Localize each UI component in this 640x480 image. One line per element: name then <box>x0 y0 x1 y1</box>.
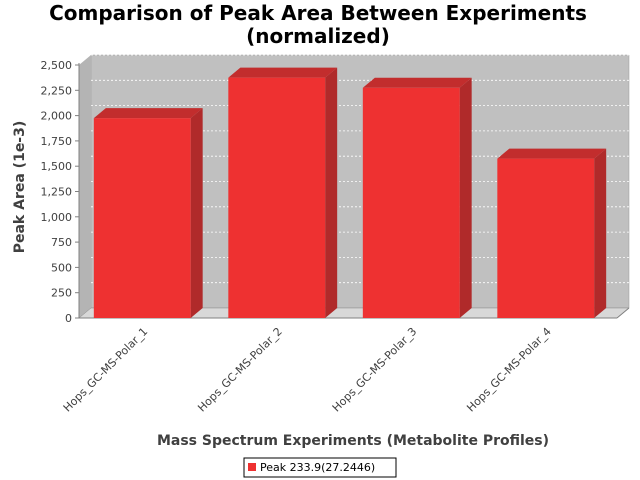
x-axis-label: Mass Spectrum Experiments (Metabolite Pr… <box>157 433 549 449</box>
y-tick-label: 2,500 <box>41 59 73 72</box>
legend-label: Peak 233.9(27.2446) <box>260 461 375 474</box>
bar <box>228 67 338 319</box>
bar-front <box>497 158 595 318</box>
x-tick-label: Hops_GC-MS-Polar_1 <box>61 325 151 415</box>
bar-front <box>93 118 191 318</box>
bar-top <box>497 148 607 159</box>
chart-title-line1: Comparison of Peak Area Between Experime… <box>49 1 587 25</box>
y-tick-label: 1,750 <box>41 135 73 148</box>
legend-swatch <box>248 463 256 471</box>
legend-box <box>243 457 397 478</box>
x-axis: Hops_GC-MS-Polar_1 Hops_GC-MS-Polar_2 Hops… <box>61 307 630 415</box>
y-tick-label: 750 <box>51 236 72 249</box>
bar-top <box>362 77 472 88</box>
y-tick-label: 0 <box>65 312 72 325</box>
bar-side <box>459 77 472 319</box>
x-tick-label: Hops_GC-MS-Polar_4 <box>464 325 554 415</box>
chart-title-line2: (normalized) <box>246 24 390 48</box>
bar-side <box>190 108 203 318</box>
bar-front <box>362 87 460 319</box>
x-tick-label: Hops_GC-MS-Polar_3 <box>330 325 420 415</box>
y-tick-label: 1,500 <box>41 160 73 173</box>
bar <box>497 148 607 318</box>
bar-side <box>325 67 338 319</box>
bar-top <box>93 108 203 119</box>
bar-side <box>594 148 607 318</box>
y-tick-label: 2,000 <box>41 110 73 123</box>
x-tick-label: Hops_GC-MS-Polar_2 <box>195 325 285 415</box>
x-axis-depth-line <box>616 307 630 319</box>
bar <box>93 108 203 318</box>
y-axis: 0 250 500 750 1,000 1,250 1,500 1,750 2,000 2,250… <box>41 59 80 325</box>
y-tick-label: 500 <box>51 261 72 274</box>
y-tick-label: 1,000 <box>41 211 73 224</box>
bar <box>362 77 472 319</box>
bar-top <box>228 67 338 78</box>
bars <box>93 67 607 319</box>
legend: Peak 233.9(27.2446) <box>243 457 397 478</box>
y-tick-label: 1,250 <box>41 186 73 199</box>
y-tick-label: 250 <box>51 287 72 300</box>
plot-left-wall <box>79 55 91 318</box>
y-axis-label: Peak Area (1e-3) <box>12 121 28 254</box>
y-tick-label: 2,250 <box>41 84 73 97</box>
bar-front <box>228 77 326 319</box>
